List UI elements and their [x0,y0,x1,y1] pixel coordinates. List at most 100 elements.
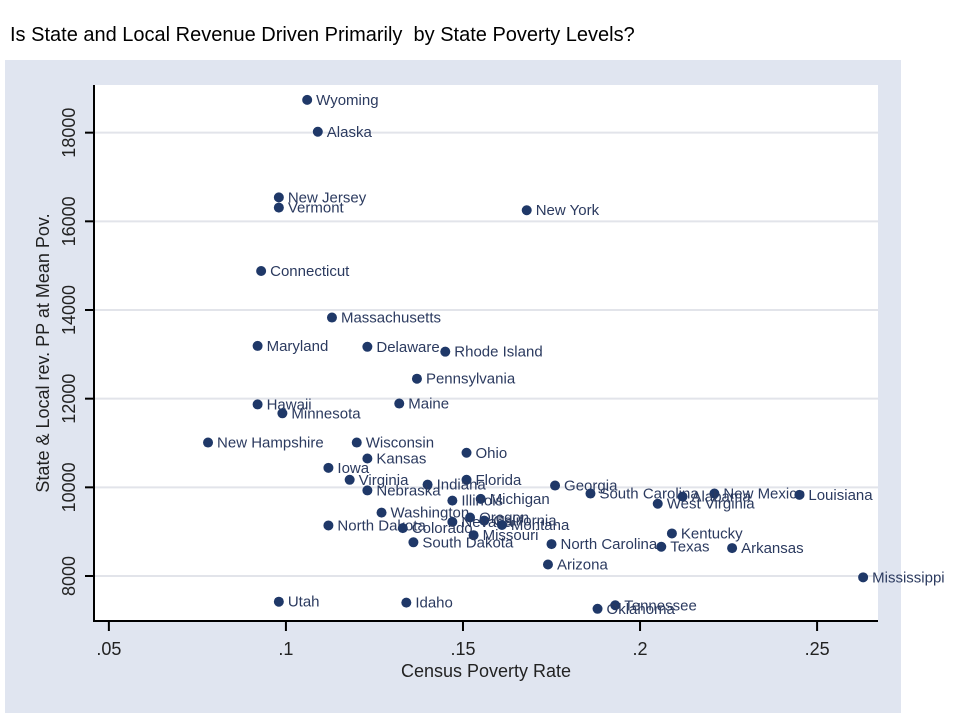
point-marker [666,528,677,539]
point-marker [858,572,869,583]
point-label: Wisconsin [366,435,434,452]
point-marker [252,399,263,410]
y-tick-label: 14000 [59,285,79,335]
point-label: Massachusetts [341,310,441,327]
point-label: Tennessee [624,597,697,614]
point-label: Michigan [490,491,550,508]
data-point: Oklahoma [592,601,676,618]
data-point: Colorado [397,520,473,537]
data-point: Utah [273,594,320,611]
point-marker [323,520,334,531]
point-label: Maryland [267,338,329,355]
point-label: South Dakota [422,534,514,551]
point-marker [397,523,408,534]
data-point: New York [521,202,600,219]
point-label: Texas [670,539,709,556]
point-label: New Hampshire [217,435,324,452]
point-marker [447,516,458,527]
y-tick-label: 10000 [59,462,79,512]
point-label: Utah [288,594,320,611]
point-label: Illinois [461,493,503,510]
data-point: Connecticut [256,263,350,280]
point-marker [610,600,621,611]
point-marker [468,530,479,541]
point-label: Wyoming [316,92,378,109]
point-marker [422,479,433,490]
point-label: Idaho [415,595,453,612]
data-point: Delaware [362,339,440,356]
point-label: Montana [511,517,570,534]
point-label: Hawaii [267,396,312,413]
point-label: Oklahoma [607,601,676,618]
data-point: Massachusetts [326,310,441,327]
data-point: Maine [394,396,449,413]
point-label: Indiana [437,477,487,494]
data-point: Ohio [461,445,508,462]
point-label: Vermont [288,200,345,217]
data-point: Maryland [252,338,329,355]
data-point: Missouri [468,527,539,544]
point-label: Kansas [376,451,426,468]
point-marker [447,495,458,506]
data-point: Arkansas [727,540,804,557]
point-marker [496,520,507,531]
data-point: Kentucky [666,525,743,542]
point-marker [542,559,553,570]
point-marker [465,512,476,523]
data-point: North Carolina [546,536,658,553]
point-marker [351,437,362,448]
data-point: Wisconsin [351,435,434,452]
data-point: New Hampshire [203,435,324,452]
x-tick-label: .25 [805,639,830,659]
point-marker [585,488,596,499]
point-marker [652,498,663,509]
point-marker [479,515,490,526]
x-tick-label: .2 [633,639,648,659]
point-marker [256,265,267,276]
data-point: Arizona [542,556,608,573]
data-point: Kansas [362,451,426,468]
point-label: New Mexico [723,486,805,503]
point-marker [273,202,284,213]
point-label: North Carolina [561,536,658,553]
data-point: Washington [376,505,470,522]
point-label: Missouri [483,527,539,544]
point-label: Washington [391,505,470,522]
point-marker [656,541,667,552]
y-axis-ticks: 8000 10000 12000 14000 16000 18000 [59,108,94,596]
data-point: Wyoming [302,92,379,109]
point-marker [362,341,373,352]
y-tick-label: 12000 [59,374,79,424]
data-point: Alaska [312,124,372,141]
point-marker [401,597,412,608]
data-point: Illinois [447,493,503,510]
point-marker [677,491,688,502]
point-label: Mississippi [872,569,945,586]
gridlines [94,131,878,578]
point-marker [362,485,373,496]
point-label: Ohio [476,445,508,462]
data-point: Iowa [323,460,370,477]
data-point: New Mexico [709,486,805,503]
point-marker [521,205,532,216]
point-marker [376,507,387,518]
point-label: South Carolina [599,486,699,503]
point-label: Rhode Island [454,344,542,361]
point-label: Iowa [337,460,369,477]
data-point: Texas [656,539,709,556]
plot-area [94,85,878,621]
point-label: Kentucky [681,525,743,542]
point-label: Louisiana [808,487,873,504]
data-point: Vermont [273,200,345,217]
data-point: Georgia [550,478,618,495]
data-point: West Virginia [652,496,755,513]
chart-title: Is State and Local Revenue Driven Primar… [10,24,635,46]
point-marker [203,437,214,448]
point-label: Arkansas [741,540,804,557]
point-marker [252,340,263,351]
y-axis-title: State & Local rev. PP at Mean Pov. [33,213,53,492]
data-point: Oregon [465,509,529,526]
point-label: Georgia [564,478,618,495]
